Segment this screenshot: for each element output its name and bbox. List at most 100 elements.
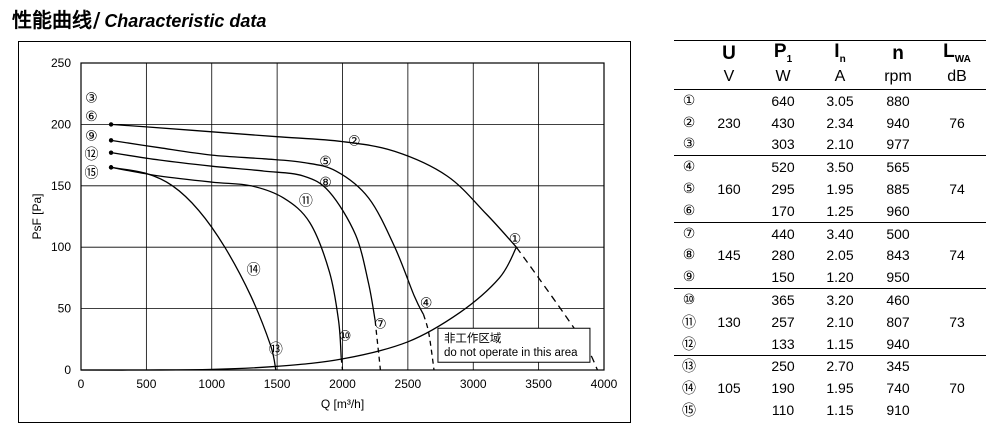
- cell-n: 500: [886, 225, 910, 242]
- title-chinese: 性能曲线: [12, 8, 92, 32]
- cell-n: 950: [886, 269, 910, 286]
- table-row: ⑦ 440 3.40 500: [674, 223, 928, 245]
- y-tick-label: 250: [51, 56, 71, 70]
- cell-in: 3.05: [826, 92, 854, 109]
- row-id: ②: [682, 114, 696, 131]
- row-id: ③: [682, 136, 696, 153]
- y-tick-label: 100: [51, 240, 71, 254]
- table-row: ① 640 3.05 880: [674, 90, 928, 112]
- curve-label: ③: [85, 89, 98, 105]
- curve-label: ⑮: [84, 164, 98, 180]
- cell-in: 1.95: [826, 380, 854, 397]
- annotation-box: [437, 327, 591, 363]
- cell-p1: 640: [771, 92, 795, 109]
- title-separator: /: [93, 8, 101, 32]
- series-line: [110, 166, 342, 358]
- cell-p1: 150: [771, 269, 795, 286]
- series-line: [515, 246, 599, 371]
- x-tick-label: 4000: [591, 377, 618, 391]
- cell-p1: 110: [771, 402, 795, 419]
- lwa-cell: 73: [949, 313, 965, 330]
- cell-p1: 170: [771, 202, 795, 219]
- cell-n: 885: [886, 181, 910, 198]
- table-header-row: U P1 In n LWA: [674, 41, 986, 65]
- x-tick-label: 1000: [198, 377, 225, 391]
- cell-p1: 440: [771, 225, 795, 242]
- unit-cell: rpm: [884, 68, 912, 85]
- cell-in: 2.10: [826, 313, 854, 330]
- cell-p1: 257: [771, 313, 795, 330]
- header-in: In: [834, 41, 846, 65]
- curve-label: ⑦: [374, 315, 387, 331]
- curve-label: ②: [348, 132, 361, 148]
- lwa-cell: 76: [949, 114, 965, 131]
- series-line: [111, 139, 425, 316]
- table-group: ④ 520 3.50 565 ⑤ 295 1.95 885 ⑥ 170 1.25 960 160 74: [674, 156, 986, 223]
- cell-in: 3.40: [826, 225, 854, 242]
- cell-in: 1.95: [826, 181, 854, 198]
- table-row: ④ 520 3.50 565: [674, 156, 928, 178]
- header-p1: P1: [773, 41, 793, 65]
- cell-n: 843: [886, 247, 910, 264]
- cell-p1: 133: [771, 335, 795, 352]
- x-tick-label: 3000: [460, 377, 487, 391]
- header-lwa: LWA: [943, 41, 971, 65]
- cell-p1: 190: [771, 380, 795, 397]
- page-title: 性能曲线 / Characteristic data: [12, 4, 266, 34]
- curve-label: ⑩: [339, 328, 352, 344]
- y-tick-label: 0: [64, 363, 71, 377]
- cell-p1: 303: [771, 136, 795, 153]
- lwa-cell: 74: [949, 247, 965, 264]
- annotation-line2: do not operate in this area: [444, 347, 578, 359]
- row-id: ⑪: [682, 314, 696, 331]
- unit-cell: W: [775, 68, 791, 85]
- cell-in: 2.34: [826, 114, 854, 131]
- x-tick-label: 500: [136, 377, 156, 391]
- cell-p1: 365: [771, 292, 795, 309]
- cell-in: 3.20: [826, 292, 854, 309]
- characteristic-table: U P1 In n LWA V W A rpm dB ① 640 3.05 880 ② 4…: [674, 40, 986, 421]
- table-row: ⑪ 257 2.10 807: [674, 311, 928, 333]
- cell-n: 940: [886, 114, 910, 131]
- characteristic-chart: 0 500 1000 1500 2000 2500 3000 3500 4000 0 50 100 15…: [30, 56, 618, 411]
- row-id: ①: [682, 92, 696, 109]
- series-line: [110, 151, 376, 322]
- annotation-line1: 非工作区域: [444, 332, 502, 345]
- curve-label: ⑧: [319, 174, 332, 190]
- voltage-cell: 130: [717, 313, 741, 330]
- cell-n: 460: [886, 292, 910, 309]
- row-id: ⑫: [682, 336, 696, 353]
- x-tick-label: 2500: [395, 377, 422, 391]
- cell-in: 2.05: [826, 247, 854, 264]
- voltage-cell: 160: [717, 181, 741, 198]
- header-n: n: [892, 43, 904, 64]
- lwa-cell: 70: [949, 380, 965, 397]
- table-row: ② 430 2.34 940: [674, 112, 928, 134]
- header-u: U: [722, 43, 736, 64]
- cell-in: 1.15: [826, 402, 854, 419]
- series-line: [111, 123, 517, 248]
- x-tick-label: 2000: [329, 377, 356, 391]
- table-units-row: V W A rpm dB: [674, 65, 986, 90]
- table-group: ⑩ 365 3.20 460 ⑪ 257 2.10 807 ⑫ 133 1.15 940 130 73: [674, 289, 986, 356]
- table-row: ⑨ 150 1.20 950: [674, 266, 928, 288]
- curve-label: ⑭: [247, 261, 261, 277]
- voltage-cell: 230: [717, 114, 741, 131]
- cell-n: 977: [886, 136, 910, 153]
- cell-p1: 280: [771, 247, 795, 264]
- x-tick-label: 3500: [525, 377, 552, 391]
- series-start-point: [108, 138, 114, 143]
- series-line: [110, 166, 277, 371]
- table-group: ⑬ 250 2.70 345 ⑭ 190 1.95 740 ⑮ 110 1.15 910 105 70: [674, 356, 986, 421]
- row-id: ⑧: [682, 247, 696, 264]
- chart-frame: 0 500 1000 1500 2000 2500 3000 3500 4000 0 50 100 15…: [18, 41, 631, 423]
- table-row: ⑩ 365 3.20 460: [674, 289, 928, 311]
- y-axis-label: PsF [Pa]: [30, 193, 44, 239]
- curve-label: ⑨: [85, 127, 98, 143]
- curve-label: ⑪: [299, 193, 313, 209]
- curve-label: ⑬: [269, 341, 283, 357]
- curve-label: ⑥: [85, 108, 98, 124]
- x-axis-label: Q [m³/h]: [321, 397, 364, 411]
- cell-n: 807: [886, 313, 910, 330]
- voltage-cell: 105: [717, 380, 741, 397]
